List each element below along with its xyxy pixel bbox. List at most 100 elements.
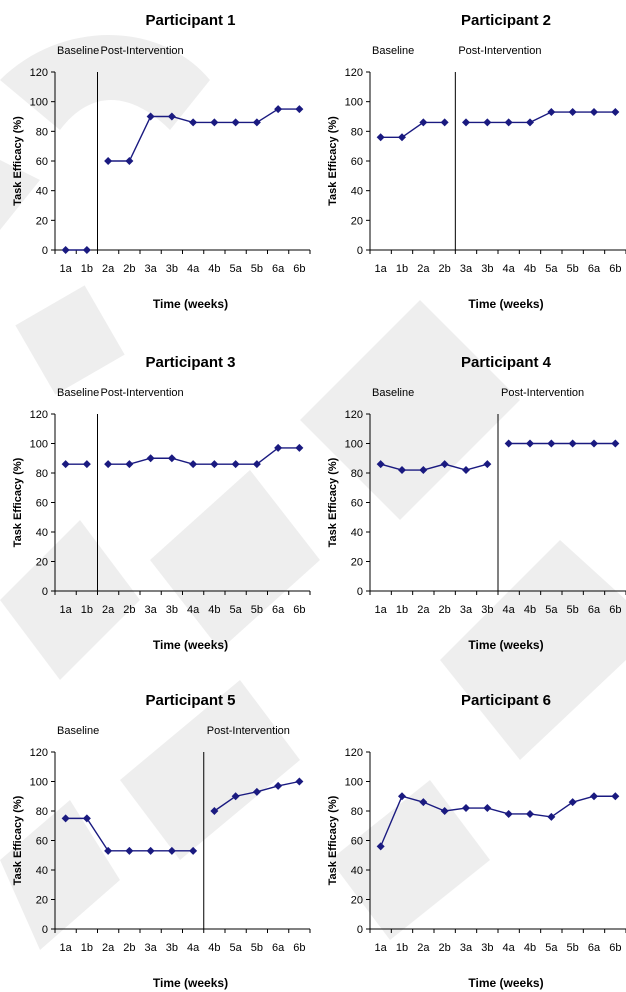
x-tick-label: 5b	[251, 263, 263, 275]
x-tick-label: 4a	[187, 604, 200, 616]
y-tick-label: 80	[351, 126, 363, 138]
phase-label-baseline: Baseline	[372, 387, 414, 399]
data-point	[146, 112, 155, 121]
x-tick-label: 3b	[166, 263, 178, 275]
x-tick-label: 3b	[166, 942, 178, 954]
series-line	[108, 108, 300, 162]
x-tick-label: 1a	[60, 942, 73, 954]
phase-label-baseline: Baseline	[57, 725, 99, 737]
data-point	[189, 118, 198, 127]
phase-label-post-intervention: Post-Intervention	[207, 725, 290, 737]
series-line	[213, 780, 300, 812]
data-point	[398, 792, 406, 801]
y-tick-label: 60	[36, 156, 48, 168]
y-tick-label: 60	[36, 836, 48, 848]
x-tick-label: 3a	[145, 263, 158, 275]
x-tick-label: 3a	[145, 942, 158, 954]
phase-label-post-intervention: Post-Intervention	[501, 387, 584, 399]
series-line	[108, 447, 300, 465]
y-tick-label: 120	[30, 747, 48, 759]
phase-label-post-intervention: Post-Intervention	[101, 387, 184, 399]
x-tick-label: 3b	[481, 604, 493, 616]
y-tick-label: 100	[30, 439, 48, 451]
y-tick-label: 120	[345, 67, 363, 79]
data-point	[295, 443, 304, 452]
series-line	[380, 463, 488, 471]
data-point	[252, 460, 261, 469]
data-point	[483, 118, 492, 127]
data-point	[440, 460, 449, 469]
x-tick-label: 1a	[375, 604, 388, 616]
phase-label-baseline: Baseline	[57, 45, 99, 57]
x-tick-label: 1b	[81, 263, 93, 275]
x-tick-label: 1a	[60, 604, 73, 616]
y-tick-label: 0	[357, 924, 363, 936]
x-tick-label: 6a	[272, 942, 285, 954]
data-point	[295, 105, 304, 114]
x-tick-label: 4a	[187, 263, 200, 275]
data-point	[568, 108, 577, 117]
y-tick-label: 100	[345, 97, 363, 109]
x-axis-label: Time (weeks)	[153, 976, 228, 990]
data-point	[590, 439, 598, 448]
y-tick-label: 0	[42, 586, 48, 598]
data-point	[167, 846, 176, 855]
data-point	[167, 112, 176, 121]
x-tick-label: 1a	[375, 942, 388, 954]
y-tick-label: 60	[36, 498, 48, 510]
data-point	[611, 792, 620, 801]
x-tick-label: 1a	[60, 263, 73, 275]
series-line	[65, 817, 194, 852]
data-point	[104, 460, 113, 469]
data-point	[252, 787, 261, 796]
data-point	[462, 118, 470, 127]
y-tick-label: 120	[345, 747, 363, 759]
y-tick-label: 20	[351, 895, 363, 907]
data-point	[419, 466, 428, 475]
data-point	[167, 454, 176, 463]
phase-label-baseline: Baseline	[57, 387, 99, 399]
y-tick-label: 120	[30, 409, 48, 421]
x-tick-label: 5b	[567, 263, 579, 275]
data-point	[125, 157, 134, 165]
y-tick-label: 40	[351, 865, 363, 877]
data-point	[440, 807, 449, 815]
x-tick-label: 4a	[503, 263, 516, 275]
y-tick-label: 20	[36, 895, 48, 907]
x-tick-label: 5b	[251, 604, 263, 616]
y-tick-label: 0	[357, 586, 363, 598]
x-tick-label: 1b	[81, 604, 93, 616]
y-tick-label: 40	[36, 865, 48, 877]
phase-label-post-intervention: Post-Intervention	[101, 45, 184, 57]
data-point	[504, 809, 513, 818]
data-point	[210, 118, 219, 127]
data-point	[295, 777, 304, 786]
data-point	[547, 439, 556, 448]
data-point	[125, 846, 134, 855]
x-tick-label: 6a	[588, 263, 601, 275]
data-point	[146, 846, 155, 855]
y-axis-label: Task Efficacy (%)	[12, 795, 24, 885]
data-point	[611, 108, 620, 117]
y-tick-label: 100	[345, 777, 363, 789]
x-tick-label: 3b	[481, 942, 493, 954]
data-point	[231, 792, 240, 801]
x-tick-label: 5a	[545, 263, 558, 275]
y-tick-label: 80	[351, 806, 363, 818]
x-tick-label: 2b	[123, 604, 135, 616]
data-point	[376, 460, 385, 469]
y-tick-label: 0	[42, 924, 48, 936]
x-tick-label: 3b	[481, 263, 493, 275]
x-tick-label: 6a	[272, 604, 285, 616]
data-point	[568, 439, 577, 448]
x-tick-label: 5b	[567, 942, 579, 954]
chart-1: Participant 1 0 20 40 60 80 100 120 Task Efficac…	[12, 12, 311, 311]
x-tick-label: 6b	[609, 604, 621, 616]
data-point	[419, 798, 428, 807]
data-point	[231, 118, 240, 127]
data-point	[504, 439, 513, 448]
data-point	[146, 454, 155, 463]
y-tick-label: 40	[36, 186, 48, 198]
y-tick-label: 20	[351, 215, 363, 227]
chart-title: Participant 1	[145, 12, 235, 29]
